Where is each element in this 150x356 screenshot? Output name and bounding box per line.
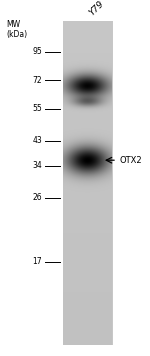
Text: MW
(kDa): MW (kDa)	[6, 20, 27, 39]
Text: 95: 95	[32, 47, 42, 56]
Text: OTX2: OTX2	[120, 156, 143, 165]
Text: 43: 43	[32, 136, 42, 145]
Text: 17: 17	[32, 257, 42, 266]
Text: 55: 55	[32, 104, 42, 113]
Text: 26: 26	[32, 193, 42, 202]
Text: 34: 34	[32, 161, 42, 170]
Text: Y79: Y79	[88, 0, 106, 18]
Text: 72: 72	[32, 75, 42, 85]
Bar	[63, 21, 112, 345]
